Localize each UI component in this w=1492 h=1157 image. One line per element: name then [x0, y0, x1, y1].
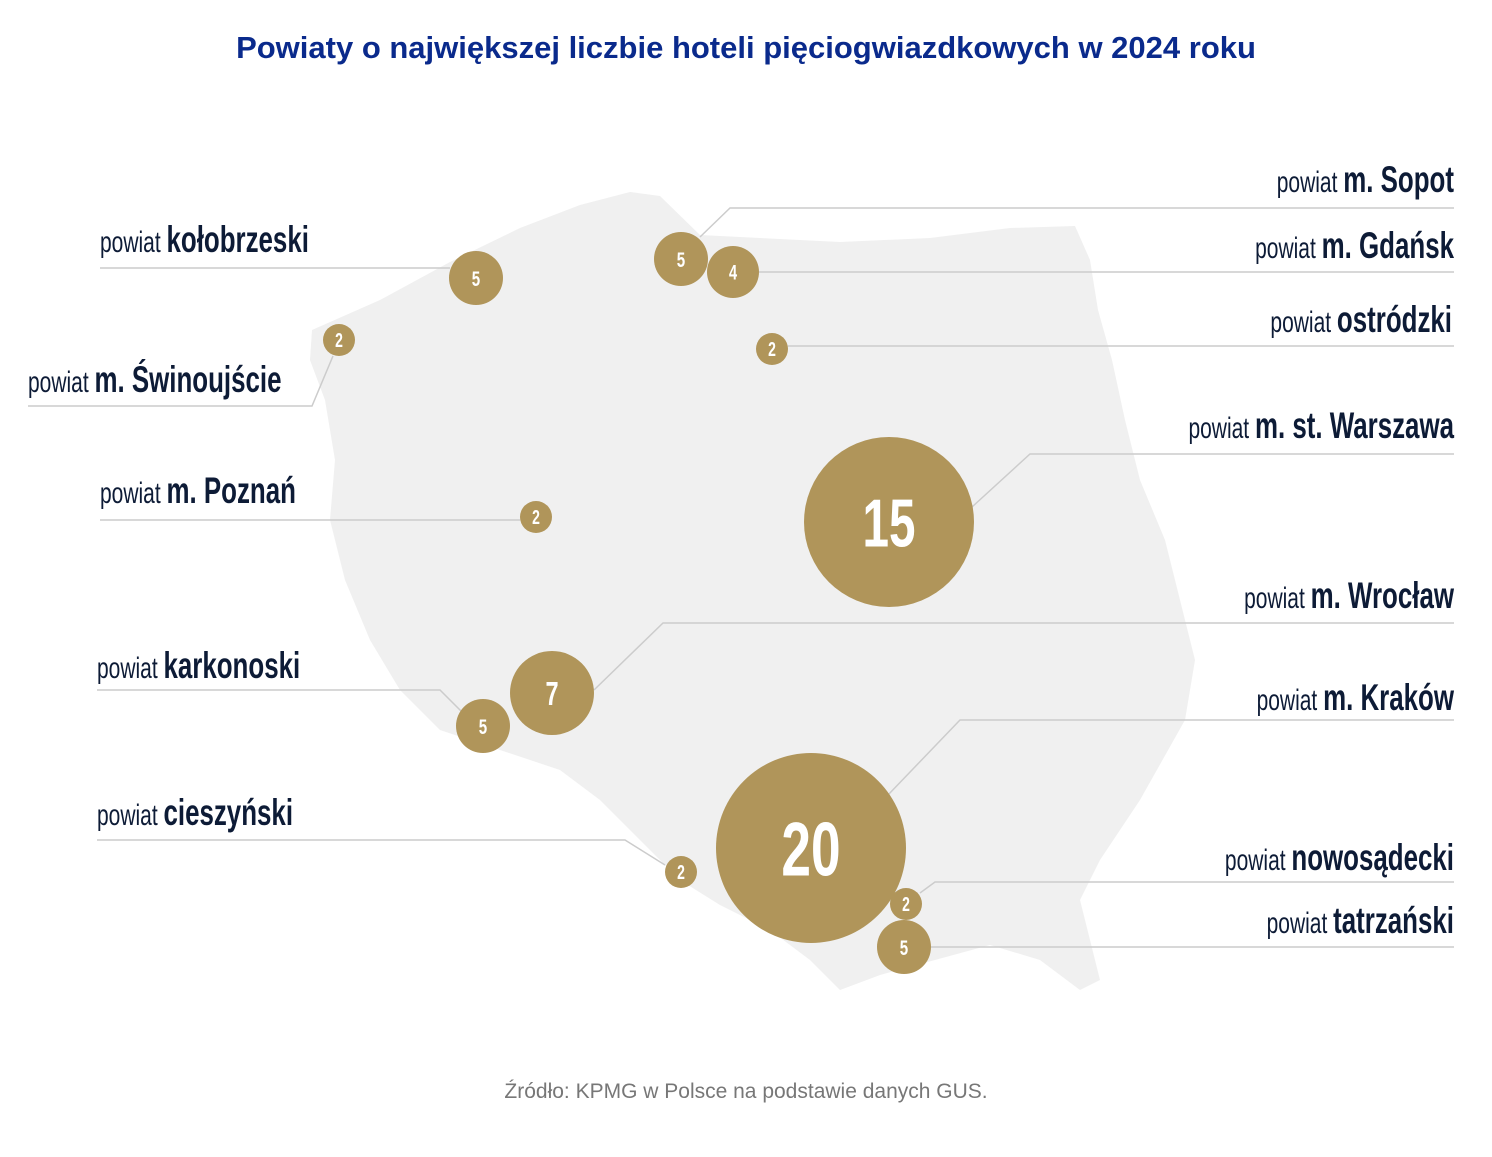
leader-line [97, 839, 666, 866]
leader-line [919, 881, 1454, 894]
bubble-circle [323, 324, 355, 356]
region-label-prefix: powiat [97, 653, 163, 685]
region-label: powiat m. Poznań [100, 469, 296, 511]
region-label-name: m. Wrocław [1311, 574, 1455, 616]
bubble-value: 5 [900, 935, 908, 959]
region-label: powiat m. Kraków [1257, 676, 1455, 718]
bubble-value: 5 [472, 266, 480, 290]
region-label-prefix: powiat [1277, 167, 1343, 199]
bubble-circle [449, 251, 503, 305]
region-label-prefix: powiat [1270, 307, 1336, 339]
region-bubble: 20 [716, 753, 906, 943]
bubble-value: 15 [863, 486, 916, 561]
leader-line [699, 207, 1454, 238]
region-label-name: cieszyński [163, 791, 293, 833]
region-bubble: 5 [877, 920, 931, 974]
bubble-circle [756, 333, 788, 365]
region-label-prefix: powiat [1257, 685, 1323, 717]
region-bubble: 7 [510, 651, 594, 735]
region-label: powiat m. Świnoujście [28, 358, 282, 400]
region-bubble: 15 [804, 437, 974, 607]
region-bubble: 2 [665, 856, 697, 888]
region-label-prefix: powiat [100, 478, 166, 510]
bubble-value: 2 [677, 861, 685, 884]
leader-line [887, 719, 1454, 796]
region-label: powiat tatrzański [1267, 899, 1454, 941]
region-label-name: ostródzki [1337, 298, 1452, 340]
region-label-prefix: powiat [1225, 845, 1291, 877]
region-bubble: 2 [323, 324, 355, 356]
chart-title: Powiaty o największej liczbie hoteli pię… [236, 30, 1256, 65]
bubble-value: 5 [479, 714, 487, 738]
bubble-value: 20 [781, 807, 840, 892]
bubble-value: 4 [729, 261, 737, 284]
bubble-circle [654, 232, 708, 286]
region-bubble: 4 [707, 246, 759, 298]
bubble-value: 2 [335, 329, 343, 352]
region-label-name: m. Gdańsk [1322, 224, 1455, 266]
source-note: Źródło: KPMG w Polsce na podstawie danyc… [504, 1080, 988, 1103]
region-label: powiat ostródzki [1270, 298, 1452, 340]
poland-map-shape [310, 192, 1195, 990]
region-label-prefix: powiat [1267, 908, 1333, 940]
bubble-circle [716, 753, 906, 943]
region-bubble: 2 [890, 888, 922, 920]
region-label-prefix: powiat [97, 800, 163, 832]
region-label: powiat m. Sopot [1277, 158, 1455, 200]
region-label: powiat cieszyński [97, 791, 293, 833]
region-label: powiat m. st. Warszawa [1188, 404, 1454, 446]
bubble-circle [707, 246, 759, 298]
bubble-value: 2 [902, 893, 910, 916]
bubble-circle [877, 920, 931, 974]
bubble-value: 2 [532, 506, 540, 529]
region-label-prefix: powiat [100, 227, 166, 259]
region-label-name: tatrzański [1333, 899, 1454, 941]
region-label-name: m. Kraków [1323, 676, 1454, 718]
region-label: powiat m. Wrocław [1244, 574, 1454, 616]
leader-line [28, 355, 334, 407]
bubble-circle [510, 651, 594, 735]
region-label-prefix: powiat [1255, 233, 1321, 265]
bubble-circle [665, 856, 697, 888]
leader-line [593, 622, 1454, 691]
region-bubble: 2 [520, 501, 552, 533]
leader-line [971, 453, 1454, 508]
region-bubble: 5 [449, 251, 503, 305]
bubble-circle [520, 501, 552, 533]
region-label-name: nowosądecki [1291, 836, 1454, 878]
region-label-name: kołobrzeski [166, 218, 308, 260]
region-label: powiat m. Gdańsk [1255, 224, 1454, 266]
leader-line [97, 689, 463, 713]
region-label: powiat nowosądecki [1225, 836, 1454, 878]
region-bubble: 2 [756, 333, 788, 365]
bubble-circle [456, 699, 510, 753]
region-label-name: m. Świnoujście [94, 358, 281, 400]
region-label-prefix: powiat [28, 367, 94, 399]
bubble-value: 2 [768, 338, 776, 361]
region-bubble: 5 [456, 699, 510, 753]
region-label: powiat karkonoski [97, 644, 300, 686]
bubble-circle [804, 437, 974, 607]
region-bubble: 5 [654, 232, 708, 286]
bubble-circle [890, 888, 922, 920]
region-label-name: m. Sopot [1343, 158, 1454, 200]
bubble-value: 7 [545, 676, 558, 713]
region-label-prefix: powiat [1188, 413, 1254, 445]
region-label-name: m. st. Warszawa [1255, 404, 1454, 446]
region-label-name: m. Poznań [166, 469, 295, 511]
region-label-name: karkonoski [163, 644, 300, 686]
bubble-value: 5 [677, 247, 685, 271]
region-label-prefix: powiat [1244, 583, 1310, 615]
region-label: powiat kołobrzeski [100, 218, 309, 260]
